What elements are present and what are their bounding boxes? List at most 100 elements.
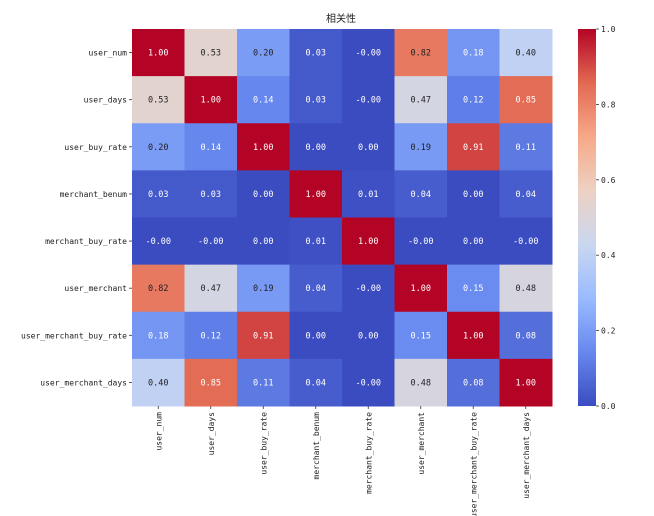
cell-value-label: 0.91: [463, 143, 483, 153]
heatmap-cell: [289, 29, 343, 77]
heatmap-cell: [447, 217, 500, 266]
heatmap-cell: [394, 123, 448, 171]
x-tick-label: user_buy_rate: [259, 412, 268, 475]
heatmap-cell: [499, 170, 553, 218]
heatmap-cell: [132, 311, 185, 360]
cell-value-label: 1.00: [253, 143, 273, 153]
cell-value-label: 0.53: [201, 49, 221, 59]
cell-value-label: 0.20: [148, 143, 168, 153]
cell-value-label: 0.03: [148, 190, 168, 200]
heatmap-cell: [342, 29, 395, 77]
heatmap-cell: [447, 76, 500, 124]
cell-value-label: 0.04: [516, 190, 536, 200]
heatmap-cell: [394, 264, 448, 313]
cell-value-label: 0.00: [306, 143, 326, 153]
heatmap-cell: [499, 217, 553, 266]
cell-value-label: 0.53: [148, 96, 168, 106]
cell-value-label: 0.08: [463, 378, 483, 388]
cell-value-label: 0.48: [516, 284, 536, 294]
heatmap-cell: [289, 123, 343, 171]
heatmap-cell: [499, 358, 553, 407]
y-tick-label: merchant_benum: [60, 190, 128, 199]
heatmap-cell: [184, 311, 238, 360]
x-tick-label: user_days: [207, 412, 216, 456]
cell-value-label: 0.03: [306, 49, 326, 59]
y-tick-label: user_days: [84, 96, 128, 105]
heatmap-cell: [394, 217, 448, 266]
heatmap-cell: [499, 29, 553, 77]
heatmap-cell: [499, 311, 553, 360]
cell-value-label: 0.91: [253, 331, 273, 341]
heatmap-cell: [447, 264, 500, 313]
cell-value-label: 0.19: [411, 143, 431, 153]
cell-value-label: 0.00: [253, 237, 273, 247]
heatmap-cell: [289, 311, 343, 360]
heatmap-cell: [184, 264, 238, 313]
heatmap-cell: [237, 76, 290, 124]
cell-value-label: 0.82: [411, 49, 431, 59]
cell-value-label: 0.15: [463, 284, 483, 294]
heatmap-cell: [132, 358, 185, 407]
cell-value-label: 0.04: [306, 284, 326, 294]
heatmap-cell: [237, 358, 290, 407]
y-tick-label: user_merchant_buy_rate: [21, 331, 127, 340]
cell-value-label: -0.00: [355, 378, 381, 388]
cell-value-label: 0.15: [411, 331, 431, 341]
heatmap-cell: [184, 170, 238, 218]
chart-title: 相关性: [326, 12, 356, 25]
heatmap-cell: [132, 29, 185, 77]
cell-value-label: 0.00: [463, 237, 483, 247]
heatmap-cell: [394, 358, 448, 407]
heatmap-cell: [184, 358, 238, 407]
heatmap-cell: [132, 170, 185, 218]
cell-value-label: 1.00: [463, 331, 483, 341]
colorbar: 0.0 0.2 0.4 0.6 0.8 1.0: [578, 25, 616, 411]
cell-value-label: 0.11: [253, 378, 273, 388]
cell-value-label: 0.00: [253, 190, 273, 200]
heatmap-cell: [237, 29, 290, 77]
cell-value-label: 0.04: [306, 378, 326, 388]
x-tick-label: user_merchant: [417, 412, 426, 475]
heatmap-cell: [342, 170, 395, 218]
x-tick-label: user_merchant_buy_rate: [469, 412, 478, 516]
cell-value-label: 0.12: [463, 96, 483, 106]
colorbar-tick-label: 0.6: [601, 176, 616, 185]
heatmap-cell: [132, 217, 185, 266]
x-tick-label: user_num: [154, 412, 163, 451]
cell-value-label: 0.85: [201, 378, 221, 388]
heatmap-cell: [237, 311, 290, 360]
cell-value-label: 0.85: [516, 96, 536, 106]
cell-value-label: 0.11: [516, 143, 536, 153]
x-axis-labels: user_num user_days user_buy_rate merchant_b…: [154, 406, 531, 516]
heatmap-cell: [289, 76, 343, 124]
colorbar-ticks: 0.0 0.2 0.4 0.6 0.8 1.0: [596, 25, 616, 411]
heatmap-cell: [237, 217, 290, 266]
cell-value-label: 0.47: [201, 284, 221, 294]
y-tick-label: user_num: [88, 49, 127, 58]
heatmap-cell: [394, 170, 448, 218]
heatmap-cell: [132, 264, 185, 313]
cell-value-label: -0.00: [355, 284, 381, 294]
cell-value-label: 0.03: [306, 96, 326, 106]
cell-value-label: 0.20: [253, 49, 273, 59]
cell-value-label: 0.00: [358, 331, 378, 341]
y-axis-labels: user_num user_days user_buy_rate merchant_b…: [21, 49, 132, 387]
cell-value-label: 0.14: [253, 96, 273, 106]
heatmap-cell: [132, 76, 185, 124]
cell-value-label: 0.47: [411, 96, 431, 106]
heatmap-cell: [184, 123, 238, 171]
cell-value-label: 0.48: [411, 378, 431, 388]
heatmap-cell: [289, 358, 343, 407]
cell-value-label: 0.14: [201, 143, 221, 153]
x-tick-label: merchant_buy_rate: [364, 412, 373, 494]
cell-value-label: 1.00: [148, 49, 168, 59]
heatmap-cell: [342, 311, 395, 360]
heatmap-cell: [447, 29, 500, 77]
cell-value-label: 0.08: [516, 331, 536, 341]
y-tick-label: user_merchant_days: [40, 378, 127, 387]
cell-value-label: 1.00: [411, 284, 431, 294]
cell-value-label: 0.01: [358, 190, 378, 200]
colorbar-tick-label: 1.0: [601, 25, 616, 34]
cell-value-label: 1.00: [358, 237, 378, 247]
y-tick-label: user_buy_rate: [64, 143, 127, 152]
